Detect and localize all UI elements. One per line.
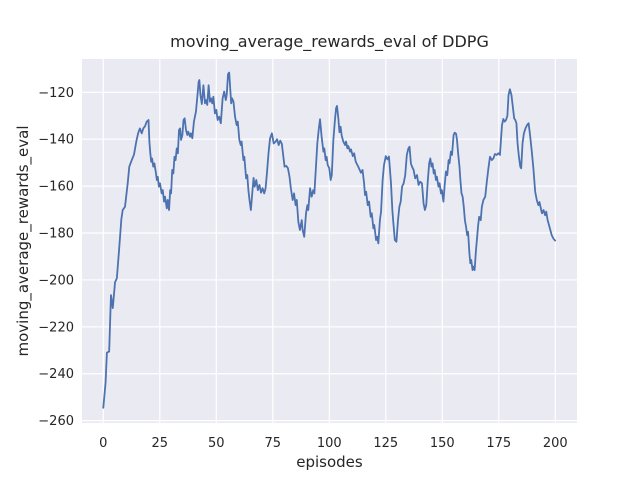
x-tick-label: 50	[208, 436, 225, 451]
x-tick-label: 175	[486, 436, 511, 451]
y-tick-label: −160	[38, 180, 74, 195]
x-tick-label: 200	[543, 436, 568, 451]
y-axis-label: moving_average_rewards_eval	[14, 126, 33, 357]
chart-title: moving_average_rewards_eval of DDPG	[170, 32, 489, 52]
gridlines	[82, 59, 577, 423]
y-tick-label: −240	[38, 367, 74, 382]
x-tick-label: 150	[430, 436, 455, 451]
y-tick-label: −220	[38, 320, 74, 335]
x-tick-labels: 0 25 50 75 100 125 150 175 200	[99, 436, 568, 451]
reward-line	[102, 71, 556, 409]
x-tick-label: 125	[373, 436, 398, 451]
x-tick-label: 0	[99, 436, 107, 451]
x-tick-label: 25	[152, 436, 169, 451]
y-tick-label: −140	[38, 133, 74, 148]
x-tick-label: 75	[265, 436, 282, 451]
y-tick-label: −260	[38, 414, 74, 429]
y-tick-label: −200	[38, 273, 74, 288]
x-tick-label: 100	[317, 436, 342, 451]
y-tick-label: −120	[38, 86, 74, 101]
x-axis-label: episodes	[296, 453, 363, 471]
y-tick-label: −180	[38, 227, 74, 242]
y-tick-labels: −260 −240 −220 −200 −180 −160 −140 −120	[38, 86, 74, 429]
